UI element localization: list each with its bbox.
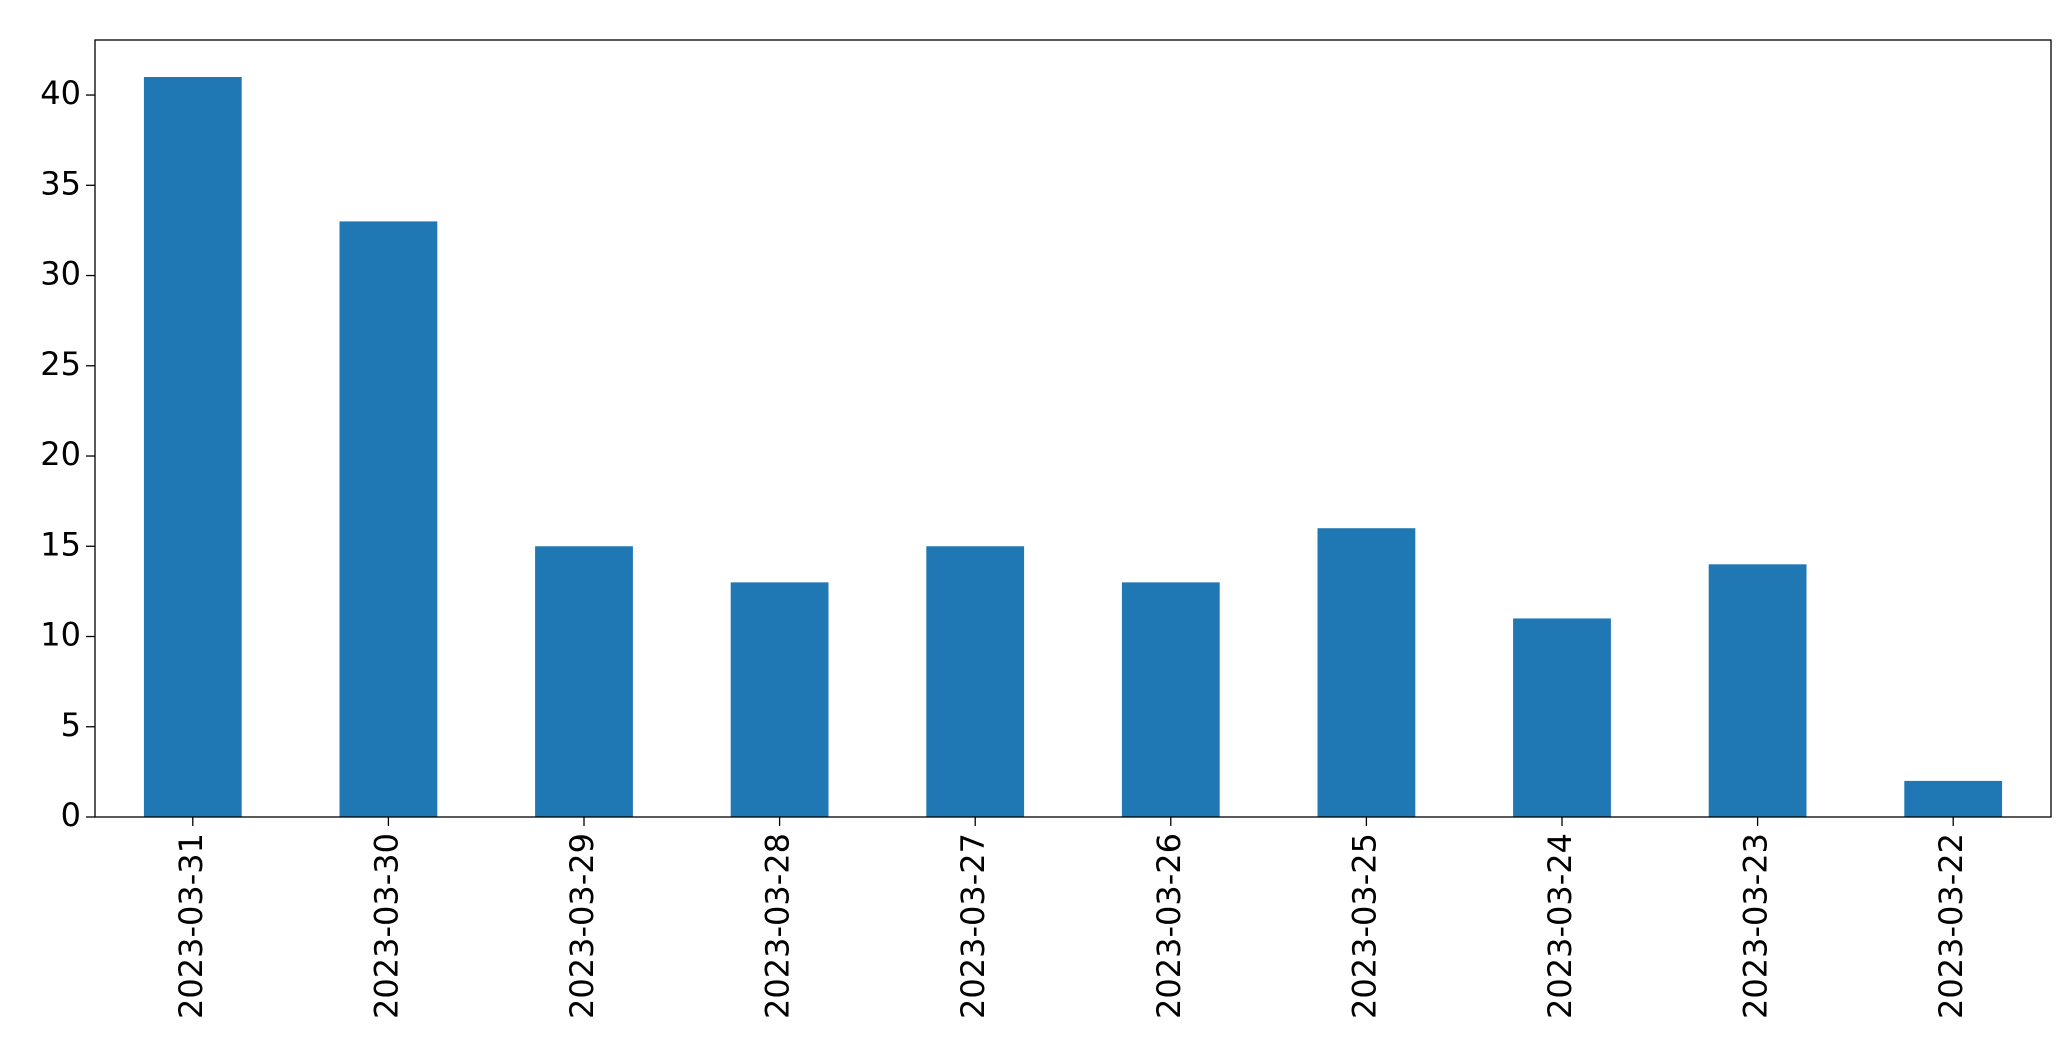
x-tick-label: 2023-03-30 [367, 833, 405, 1019]
y-tick-label: 40 [40, 74, 81, 112]
y-tick-label: 20 [40, 435, 81, 473]
bar [1904, 780, 2003, 817]
bar [1121, 582, 1220, 817]
y-tick-label: 0 [61, 796, 81, 834]
y-tick-label: 15 [40, 525, 81, 563]
y-tick-label: 10 [40, 616, 81, 654]
x-tick-label: 2023-03-29 [563, 833, 601, 1019]
x-tick-label: 2023-03-22 [1932, 833, 1970, 1019]
x-tick-label: 2023-03-26 [1150, 833, 1188, 1019]
x-tick-label: 2023-03-27 [954, 833, 992, 1019]
bar [1708, 564, 1807, 817]
y-tick-label: 25 [40, 345, 81, 383]
bar [339, 221, 438, 817]
y-tick-label: 30 [40, 255, 81, 293]
y-tick-label: 35 [40, 164, 81, 202]
bar [730, 582, 829, 817]
bar [143, 77, 242, 817]
plot-frame [94, 39, 2052, 818]
y-tick-label: 5 [61, 706, 81, 744]
bar [535, 546, 633, 817]
x-tick-label: 2023-03-31 [172, 833, 210, 1019]
x-tick-label: 2023-03-28 [759, 833, 797, 1019]
bar [1317, 528, 1416, 817]
bar [926, 546, 1025, 817]
x-tick-label: 2023-03-23 [1737, 833, 1775, 1019]
x-tick-label: 2023-03-25 [1345, 833, 1383, 1019]
bar [1513, 618, 1611, 817]
x-tick-label: 2023-03-24 [1541, 833, 1579, 1019]
